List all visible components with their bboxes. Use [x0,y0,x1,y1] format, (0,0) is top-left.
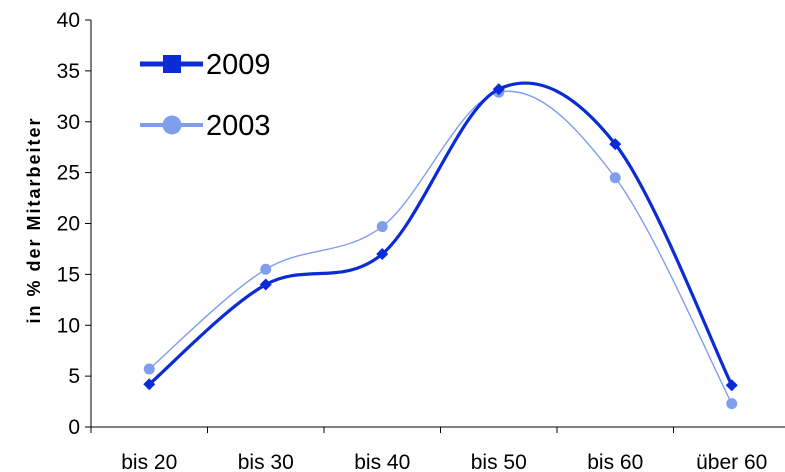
data-point-2003 [609,172,621,184]
data-point-2003 [726,398,738,410]
y-tick-label: 35 [57,60,80,83]
legend-marker-2009 [163,55,181,73]
x-tick-label: bis 20 [121,451,177,472]
axes: 0 5 10 15 20 25 30 35 40 bis 20 bis 30 bis 40 bis 50… [57,9,785,472]
legend-label-2003: 2003 [206,110,271,142]
data-point-2003 [143,363,155,375]
data-point-2009 [492,83,505,96]
y-tick-label: 0 [68,416,80,439]
y-tick-label: 10 [57,314,80,337]
data-point-2009 [376,248,389,261]
legend-marker-2003 [162,115,182,135]
series-line-2009 [148,81,734,386]
y-tick-label: 30 [57,111,80,134]
y-tick-label: 15 [57,263,80,286]
legend: 2009 2003 [140,49,271,142]
data-point-2003 [260,263,272,275]
data-point-2009 [609,138,622,151]
x-tick-label: bis 60 [587,451,643,472]
y-tick-label: 20 [57,213,80,236]
x-tick-label: bis 30 [238,451,294,472]
y-tick-label: 25 [57,162,80,185]
data-point-2009 [143,378,156,391]
x-tick-label: bis 50 [471,451,527,472]
data-point-2009 [725,379,738,392]
x-tick-label: über 60 [696,451,767,472]
data-point-2009 [259,278,272,291]
x-tick-label: bis 40 [354,451,410,472]
series-layer [143,81,738,410]
y-tick-label: 5 [68,365,80,388]
series-line-2003 [148,90,733,404]
y-axis-label: in % der Mitarbeiter [24,116,44,323]
data-point-2003 [376,221,388,233]
legend-label-2009: 2009 [206,49,271,81]
y-tick-label: 40 [57,9,80,32]
